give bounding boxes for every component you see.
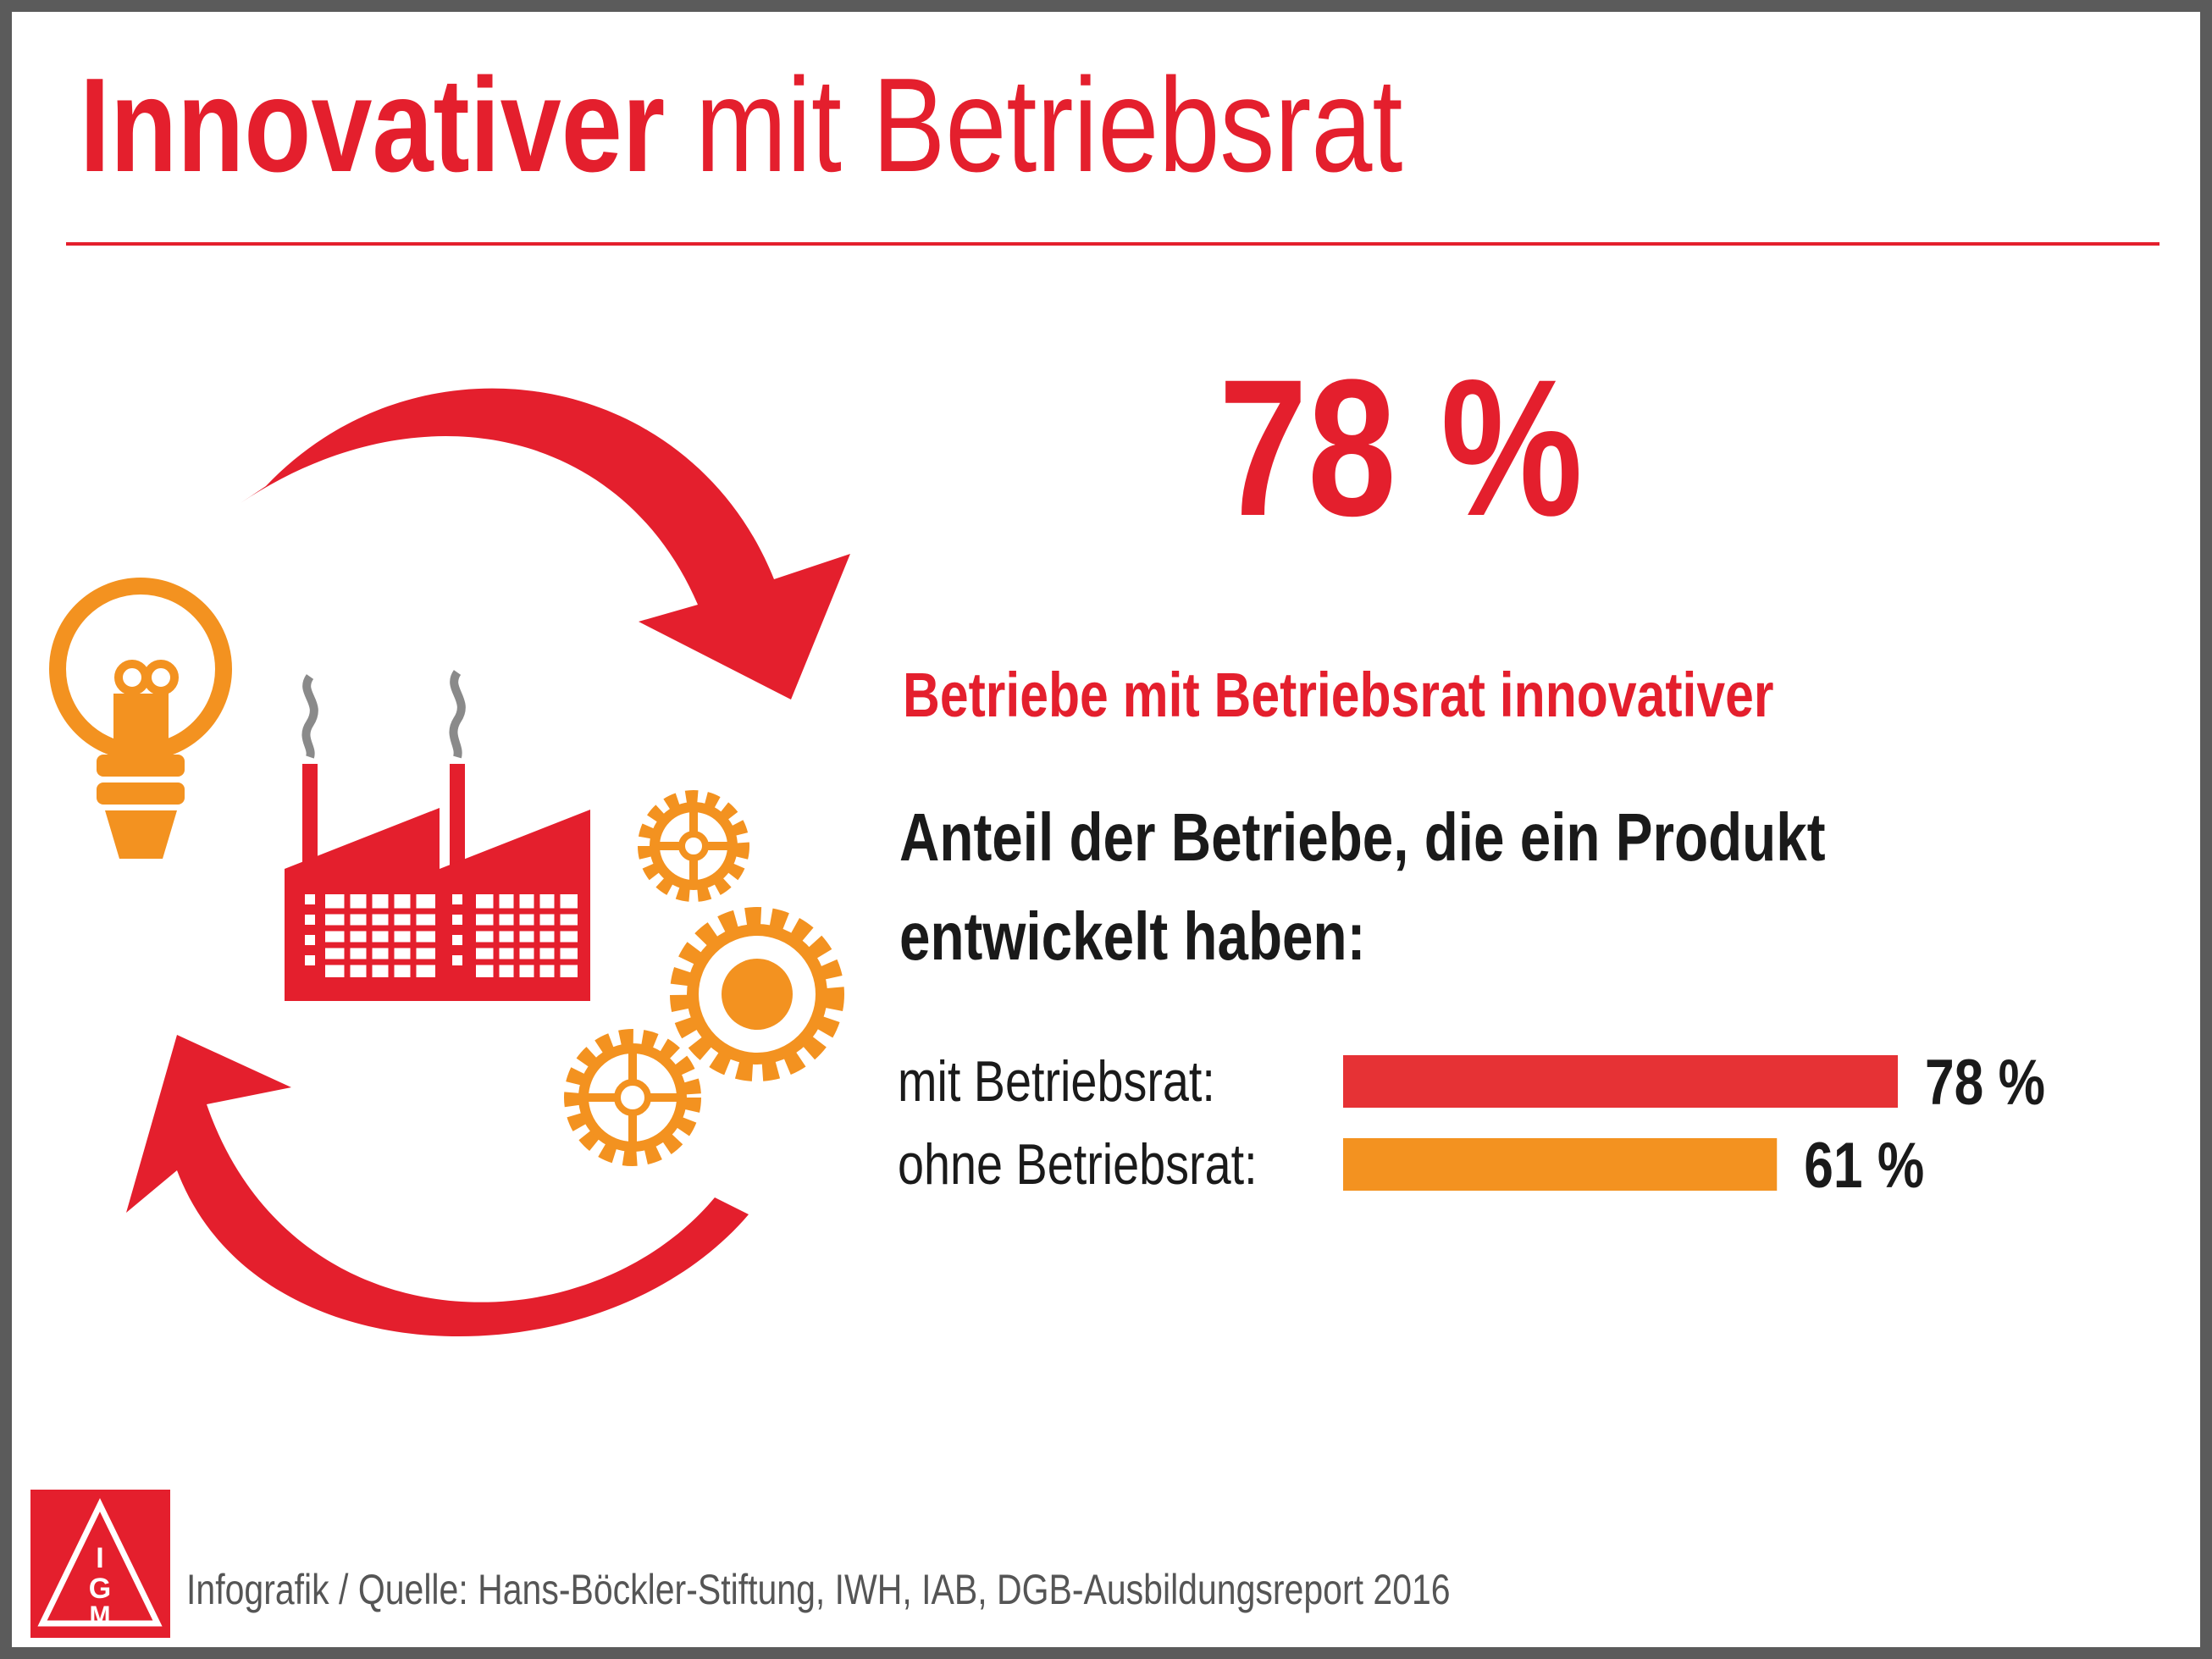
illustration	[49, 388, 850, 1337]
subtitle: Betriebe mit Betriebsrat innovativer	[903, 660, 1774, 730]
logo-letter-i: I	[96, 1542, 103, 1574]
bar-label: mit Betriebsrat:	[898, 1050, 1215, 1114]
question-line-2: entwickelt haben:	[899, 899, 1366, 974]
source-note: Infografik / Quelle: Hans-Böckler-Stiftu…	[186, 1566, 1451, 1613]
gear-large	[670, 907, 844, 1081]
bar-value-label: 78 %	[1925, 1046, 2045, 1118]
factory-icon	[285, 670, 590, 1001]
circular-arrows-icon	[126, 388, 850, 1337]
bar	[1343, 1138, 1778, 1191]
bar-value-label: 61 %	[1804, 1129, 1924, 1201]
light-bulb-icon	[49, 578, 232, 859]
title-rest: mit Betriebsrat	[665, 51, 1403, 200]
bar	[1343, 1055, 1898, 1108]
bar-label: ohne Betriebsrat:	[898, 1133, 1258, 1197]
logo-letter-g: G	[89, 1573, 111, 1605]
question-line-1: Anteil der Betriebe, die ein Produkt	[899, 799, 1826, 875]
gear-small-bottom	[564, 1029, 701, 1166]
igmetall-logo-icon: I G M	[30, 1490, 170, 1638]
title-bold-part: Innovativer	[80, 51, 666, 200]
logo-letter-m: M	[90, 1601, 111, 1629]
bar-chart: mit Betriebsrat: 78 % ohne Betriebsrat: 61 …	[898, 1046, 2045, 1201]
gear-small-top	[638, 790, 749, 902]
gears-icon	[564, 790, 844, 1166]
page-title: Innovativer mit Betriebsrat	[80, 58, 1402, 192]
title-divider	[66, 242, 2159, 246]
headline-value: 78 %	[1219, 339, 1583, 556]
